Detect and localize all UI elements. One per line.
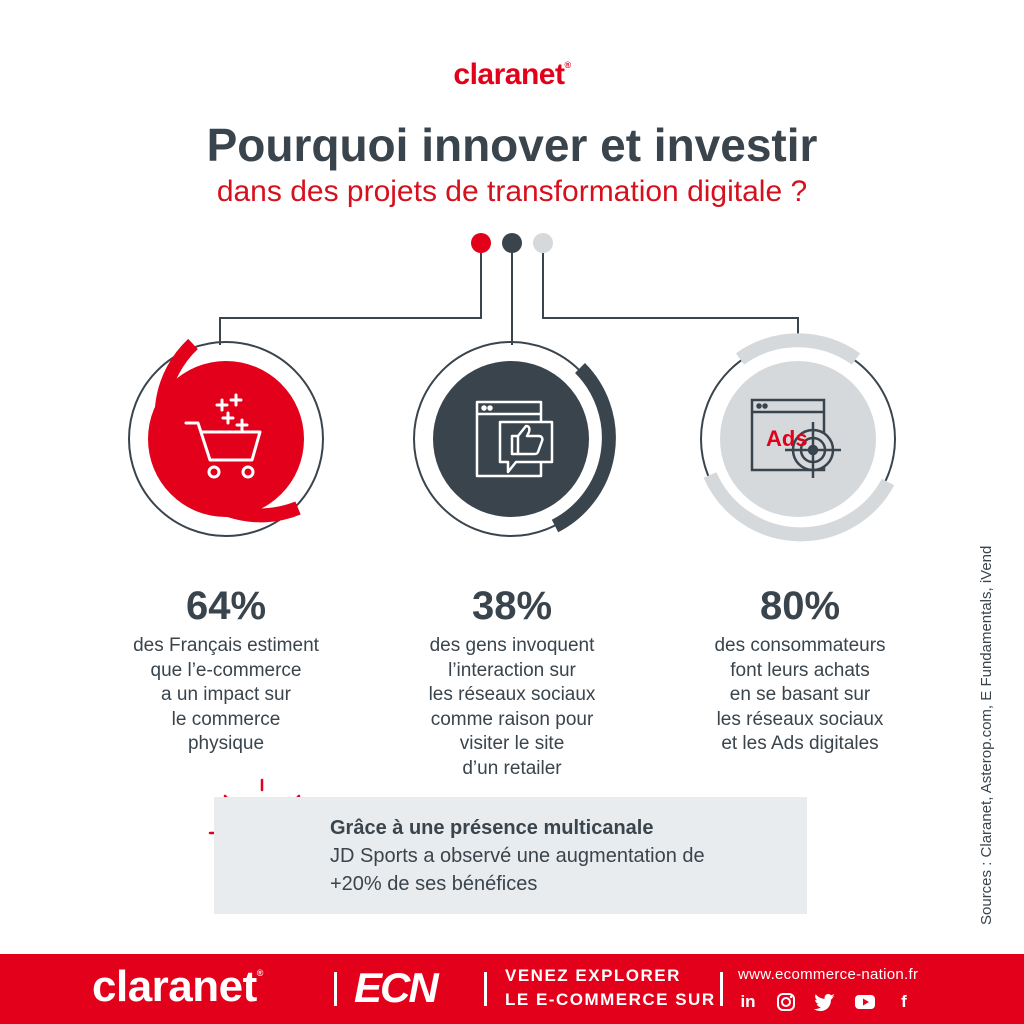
youtube-icon[interactable] [854, 993, 876, 1011]
stat-2-description: des gens invoquent l’interaction sur les… [428, 635, 596, 779]
stat-circle-2 [413, 341, 616, 537]
footer-tagline-1: VENEZ EXPLORER [505, 966, 681, 985]
callout-line-1: JD Sports a observé une augmentation de [330, 845, 705, 867]
thumbs-up-browser-icon [475, 400, 554, 478]
footer-url[interactable]: www.ecommerce-nation.fr [738, 966, 919, 983]
stat-circle-1 [128, 338, 324, 537]
callout-box: Grâce à une présence multicanale JD Spor… [214, 797, 807, 914]
callout-title: Grâce à une présence multicanale [330, 817, 654, 839]
twitter-icon[interactable] [814, 992, 836, 1012]
instagram-icon[interactable] [776, 992, 796, 1012]
stat-3: 80% des consommateurs font leurs achats … [670, 582, 930, 757]
shopping-cart-icon [184, 393, 262, 479]
page-subtitle: dans des projets de transformation digit… [216, 175, 808, 208]
stat-3-value: 80% [759, 584, 841, 628]
stat-1-description: des Français estiment que l’e-commerce a… [133, 635, 319, 754]
linkedin-icon[interactable]: in [740, 992, 756, 1011]
social-links: in f [738, 992, 914, 1012]
stat-circle-3: Ads [700, 333, 896, 542]
footer-divider [484, 972, 487, 1006]
stat-2: 38% des gens invoquent l’interaction sur… [382, 582, 642, 781]
footer-tagline-2: LE E-COMMERCE SUR [505, 990, 716, 1009]
footer-divider [334, 972, 337, 1006]
sources-note: Sources : Claranet, Asterop.com, E Funda… [978, 545, 995, 925]
stat-1: 64% des Français estiment que l’e-commer… [96, 582, 356, 757]
ecn-logo[interactable]: ECN [354, 964, 439, 1011]
facebook-icon[interactable]: f [901, 992, 907, 1011]
footer-divider [720, 972, 723, 1006]
stat-1-value: 64% [185, 584, 267, 628]
dot-light [533, 233, 553, 253]
ads-label: Ads [766, 426, 808, 451]
dot-red [471, 233, 491, 253]
page-title: Pourquoi innover et investir [206, 119, 818, 171]
ads-target-icon [750, 398, 841, 478]
brand-logo: claranet® [453, 58, 571, 91]
stat-2-value: 38% [471, 584, 553, 628]
dot-dark [502, 233, 522, 253]
connector-lines [219, 253, 799, 345]
callout-line-2: +20% de ses bénéfices [330, 873, 538, 895]
footer-brand-logo[interactable]: claranet® [92, 962, 263, 1011]
footer-banner: claranet® ECN VENEZ EXPLORER LE E-COMMER… [0, 954, 1024, 1024]
stat-3-description: des consommateurs font leurs achats en s… [714, 635, 886, 754]
